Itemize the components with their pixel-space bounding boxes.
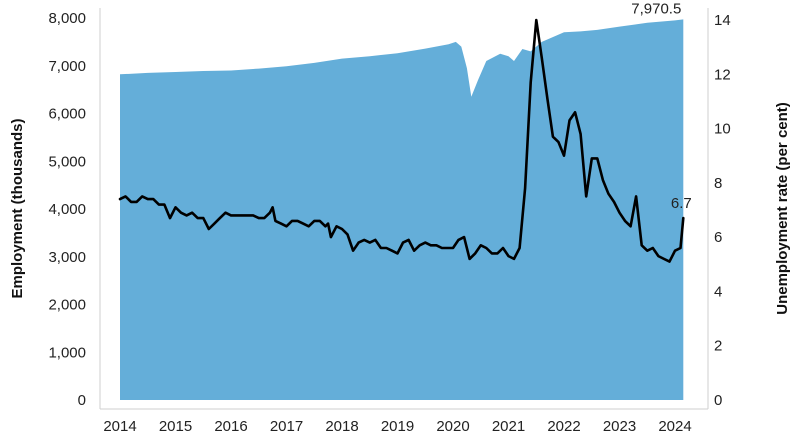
employment-end-label: 7,970.5 <box>631 0 681 17</box>
right-y-axis-label: Unemployment rate (per cent) <box>774 102 791 315</box>
right-y-tick-label: 6 <box>714 229 722 246</box>
left-y-tick-label: 7,000 <box>48 58 86 75</box>
left-y-tick-label: 6,000 <box>48 106 86 123</box>
x-tick-label: 2024 <box>658 418 691 435</box>
left-y-tick-label: 0 <box>78 392 86 409</box>
x-tick-label: 2020 <box>436 418 469 435</box>
left-y-axis-ticks: 0 1,000 2,000 3,000 4,000 5,000 6,000 7,000 8,00… <box>48 10 86 409</box>
x-tick-label: 2022 <box>547 418 580 435</box>
unemployment-end-label: 6.7 <box>671 195 692 212</box>
left-y-tick-label: 4,000 <box>48 201 86 218</box>
x-tick-label: 2016 <box>214 418 247 435</box>
right-y-tick-label: 12 <box>714 66 731 83</box>
x-tick-label: 2014 <box>103 418 136 435</box>
employment-area-layer <box>120 19 684 401</box>
right-y-tick-label: 0 <box>714 392 722 409</box>
left-y-tick-label: 1,000 <box>48 344 86 361</box>
x-tick-label: 2018 <box>325 418 358 435</box>
x-tick-label: 2015 <box>159 418 192 435</box>
employment-area <box>120 19 684 401</box>
left-y-tick-label: 3,000 <box>48 249 86 266</box>
unemployment-line <box>118 18 685 263</box>
x-axis-ticks: 2014 2015 2016 2017 2018 2019 2020 2021 2022 2023… <box>103 418 691 435</box>
unemployment-line-layer <box>118 18 685 263</box>
right-y-tick-label: 10 <box>714 121 731 138</box>
x-tick-label: 2019 <box>381 418 414 435</box>
x-tick-label: 2023 <box>603 418 636 435</box>
right-y-tick-label: 14 <box>714 12 731 29</box>
left-y-axis-label: Employment (thousands) <box>9 118 26 298</box>
right-y-tick-label: 4 <box>714 283 722 300</box>
x-tick-label: 2017 <box>270 418 303 435</box>
right-y-axis-ticks: 0 2 4 6 8 10 12 14 <box>714 12 731 409</box>
right-y-tick-label: 2 <box>714 338 722 355</box>
left-y-tick-label: 2,000 <box>48 297 86 314</box>
right-y-tick-label: 8 <box>714 175 722 192</box>
left-y-tick-label: 8,000 <box>48 10 86 27</box>
left-y-tick-label: 5,000 <box>48 153 86 170</box>
x-tick-label: 2021 <box>492 418 525 435</box>
plot-frame <box>99 8 709 410</box>
